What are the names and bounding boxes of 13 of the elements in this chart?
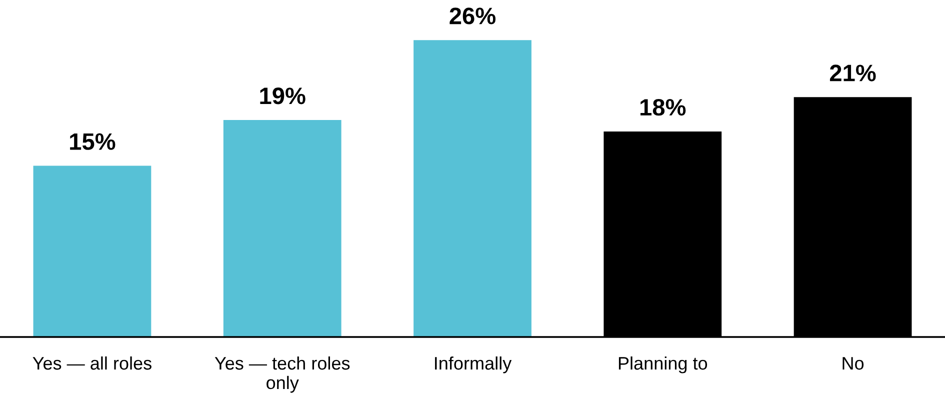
x-tick-label: Yes — tech roles only xyxy=(214,356,350,393)
data-label: 26% xyxy=(450,8,496,24)
data-label: 19% xyxy=(260,88,306,104)
data-label: 15% xyxy=(70,133,116,150)
data-label: 21% xyxy=(830,64,876,82)
x-tick-label: Planning to xyxy=(618,356,708,374)
x-tick-label: No xyxy=(842,357,864,370)
bar xyxy=(414,40,532,337)
x-tick-label: Yes — all roles xyxy=(32,356,152,370)
x-tick-label: Informally xyxy=(435,356,512,374)
data-label: 18% xyxy=(640,98,686,116)
bar xyxy=(33,166,152,337)
bar xyxy=(223,120,342,337)
